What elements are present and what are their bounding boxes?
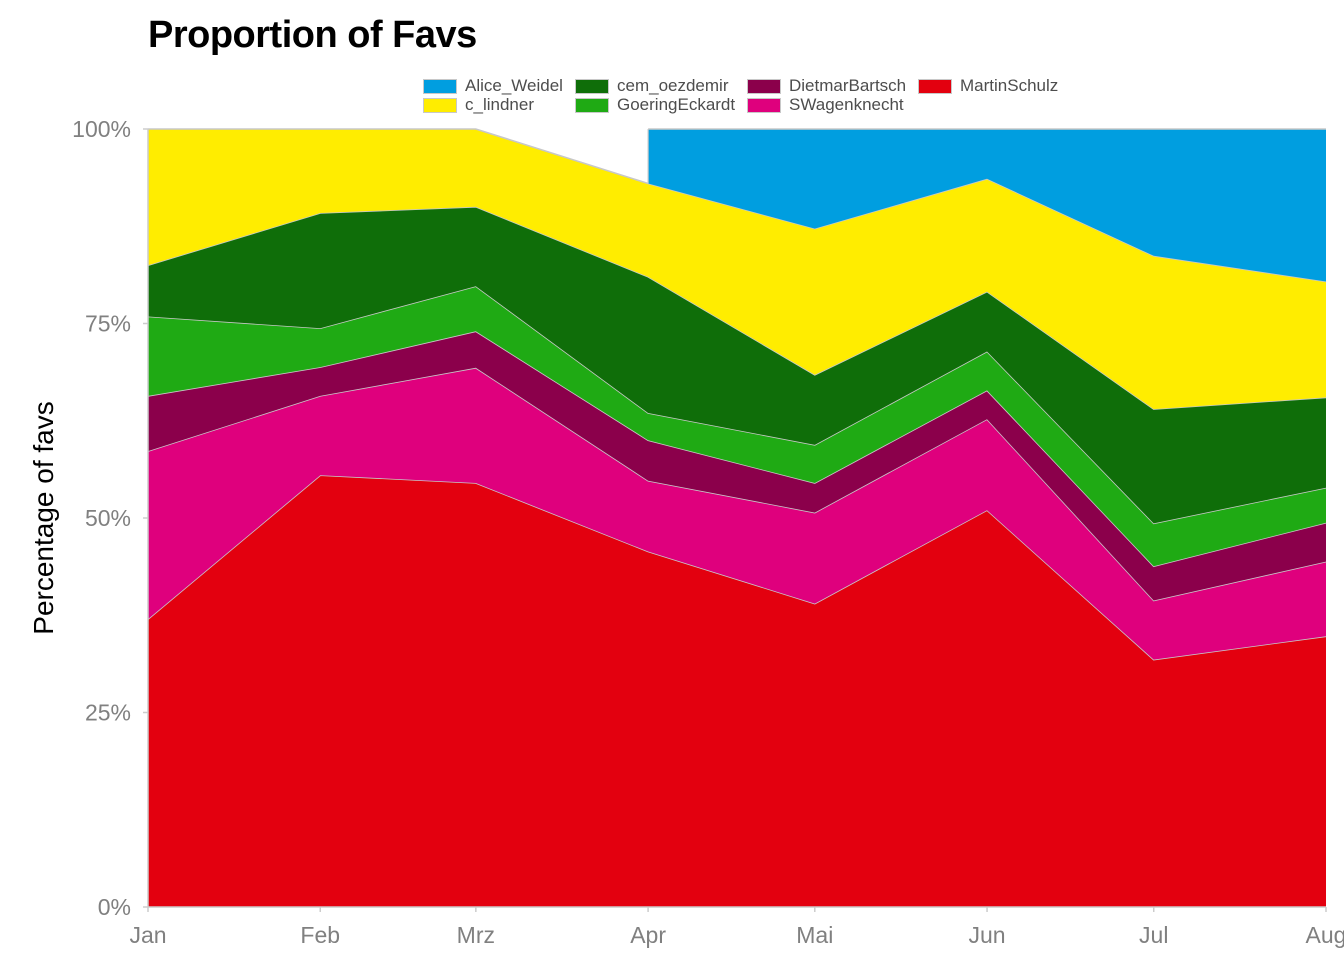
x-tick-label: Apr (630, 922, 666, 948)
chart-title: Proportion of Favs (148, 14, 477, 56)
legend-label: cem_oezdemir (617, 76, 729, 95)
y-tick-label: 0% (98, 894, 131, 920)
legend-swatch (747, 97, 781, 113)
y-tick-label: 25% (85, 700, 131, 726)
area-c-lindner (148, 129, 1326, 410)
y-tick-label: 50% (85, 505, 131, 531)
legend-item-cem-oezdemir: cem_oezdemir (575, 76, 729, 96)
legend-swatch (575, 97, 609, 113)
legend-swatch (423, 78, 457, 94)
x-tick-label: Jan (129, 922, 166, 948)
area-martinschulz (148, 475, 1326, 907)
x-tick-label: Aug (1306, 922, 1344, 948)
x-tick-label: Jul (1139, 922, 1168, 948)
x-tick-label: Jun (969, 922, 1006, 948)
legend-label: MartinSchulz (960, 76, 1059, 95)
x-tick-label: Feb (300, 922, 340, 948)
legend-item-c-lindner: c_lindner (423, 95, 534, 115)
legend-item-martinschulz: MartinSchulz (918, 76, 1058, 96)
legend-label: GoeringEckardt (617, 95, 736, 114)
legend-swatch (423, 97, 457, 113)
y-axis-label: Percentage of favs (28, 401, 59, 634)
legend-item-goeringeckardt: GoeringEckardt (575, 95, 735, 115)
legend-swatch (747, 78, 781, 94)
y-tick-label: 75% (85, 311, 131, 337)
area-cem-oezdemir (148, 206, 1326, 524)
legend-label: c_lindner (465, 95, 534, 114)
legend-label: Alice_Weidel (465, 76, 563, 95)
legend-label: SWagenknecht (789, 95, 904, 114)
legend-swatch (918, 78, 952, 94)
area-swagenknecht (148, 367, 1326, 660)
area-dietmarbartsch (148, 331, 1326, 601)
legend-item-swagenknecht: SWagenknecht (747, 95, 904, 115)
area-goeringeckardt (148, 286, 1326, 567)
x-tick-label: Mrz (457, 922, 495, 948)
legend-label: DietmarBartsch (789, 76, 907, 95)
area-layers (147, 128, 1327, 907)
legend-item-dietmarbartsch: DietmarBartsch (747, 76, 906, 96)
x-tick-label: Mai (796, 922, 833, 948)
y-tick-label: 100% (72, 116, 131, 142)
axes: 0% 25% 50% 75% 100% Jan Feb Mrz Apr Mai Jun Jul Aug P… (28, 116, 1344, 948)
area-alice-weidel (648, 129, 1326, 282)
legend-swatch (575, 78, 609, 94)
legend-item-alice-weidel: Alice_Weidel (423, 76, 563, 96)
